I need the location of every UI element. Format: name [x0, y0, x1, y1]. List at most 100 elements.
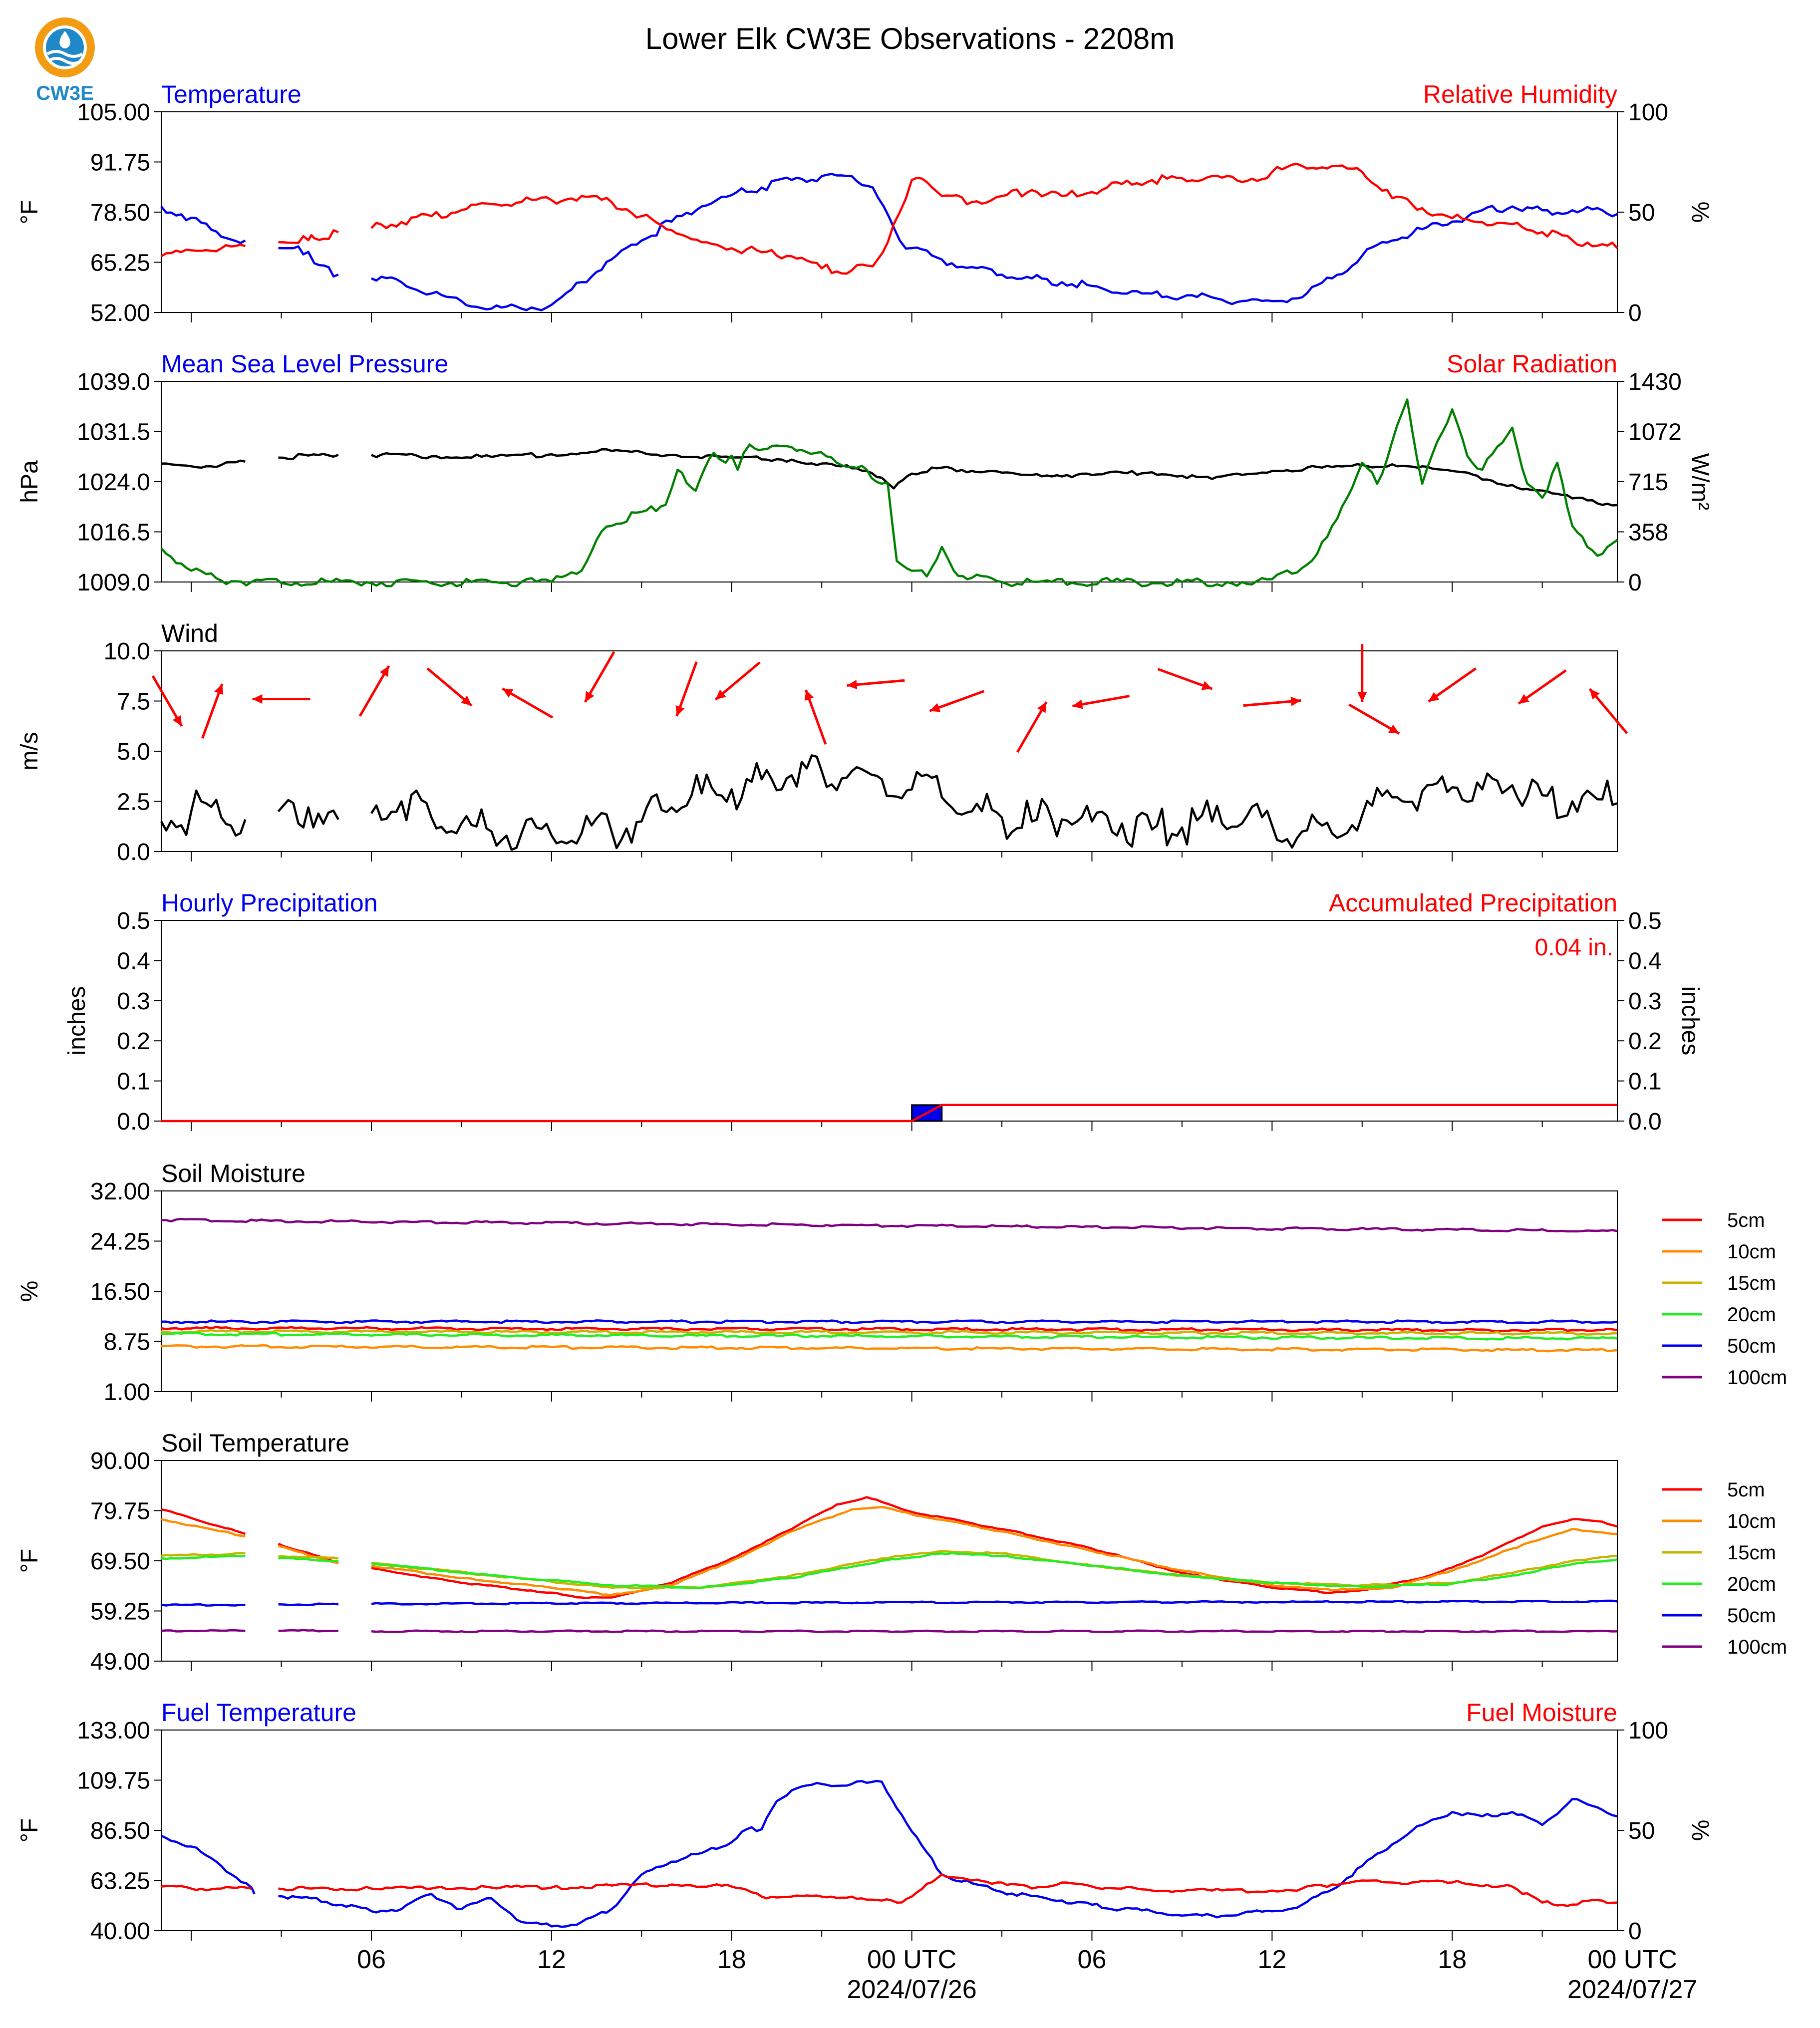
series-line-10cm: [161, 1344, 1618, 1353]
y-axis-label-left: °F: [16, 1549, 43, 1573]
wind-arrow-head: [585, 691, 595, 702]
wind-arrow-head: [1589, 689, 1600, 700]
y-axis-label-left: °F: [16, 200, 43, 225]
panel-title-right: Solar Radiation: [1447, 350, 1617, 378]
legend-label: 100cm: [1727, 1636, 1787, 1658]
y-tick-label-left: 0.2: [117, 1028, 150, 1055]
y-axis-label-right: %: [1687, 202, 1713, 223]
y-tick-label-left: 1031.5: [77, 419, 150, 446]
y-tick-label-left: 0.5: [117, 908, 150, 934]
x-date-label: 2024/07/26: [847, 1975, 976, 2004]
panel-title-left: Wind: [161, 619, 218, 647]
wind-arrow-head: [172, 715, 182, 726]
wind-arrow-head: [715, 689, 726, 700]
y-tick-label-left: 5.0: [117, 739, 150, 765]
legend-label: 10cm: [1727, 1510, 1776, 1532]
series-line-fuel-temperature: [161, 1779, 1618, 1928]
y-axis-label-left: %: [16, 1281, 43, 1302]
y-tick-label-left: 40.00: [90, 1918, 150, 1945]
y-tick-label-left: 10.0: [104, 638, 150, 665]
wind-arrow-head: [1290, 696, 1301, 706]
y-tick-label-left: 105.00: [77, 99, 150, 126]
wind-arrow-head: [929, 703, 941, 712]
panels: 105.00 91.75 78.50 65.25 52.00 100 50 0 Temperat…: [16, 80, 1787, 1945]
y-tick-label-left: 24.25: [90, 1229, 150, 1255]
figure-title: Lower Elk CW3E Observations - 2208m: [645, 22, 1175, 55]
panel-title-right: Fuel Moisture: [1466, 1699, 1617, 1727]
logo-wave-1: [46, 50, 83, 58]
y-tick-label-left: 16.50: [90, 1279, 150, 1305]
y-axis-label-left: hPa: [16, 460, 43, 503]
y-tick-label-right: 100: [1628, 1718, 1668, 1744]
series-line-20cm: [161, 1331, 1618, 1341]
y-tick-label-right: 0.0: [1628, 1109, 1662, 1135]
y-axis-label-left: inches: [64, 986, 90, 1056]
plot-frame: [161, 381, 1618, 582]
y-tick-label-left: 133.00: [77, 1718, 150, 1744]
y-tick-label-right: 715: [1628, 469, 1668, 496]
y-tick-label-right: 50: [1628, 200, 1655, 226]
legend-label: 5cm: [1727, 1209, 1765, 1231]
accumulated-label: 0.04 in.: [1535, 934, 1613, 961]
panel-mslp_solar: 1039.0 1031.5 1024.0 1016.5 1009.0 1430 1072 71…: [16, 350, 1713, 596]
panel-title-right: Relative Humidity: [1423, 80, 1617, 108]
wind-arrow-head: [379, 666, 389, 677]
y-tick-label-left: 1016.5: [77, 520, 150, 546]
panel-title-right: Accumulated Precipitation: [1329, 889, 1617, 917]
y-axis-label-left: m/s: [16, 732, 43, 770]
y-tick-label-left: 1.00: [104, 1379, 150, 1406]
series-line-5cm: [161, 1326, 1618, 1333]
panel-title-left: Soil Temperature: [161, 1429, 349, 1457]
y-tick-label-left: 1039.0: [77, 369, 150, 395]
y-tick-label-right: 50: [1628, 1818, 1655, 1844]
y-tick-label-left: 63.25: [90, 1868, 150, 1895]
y-tick-label-left: 2.5: [117, 789, 150, 816]
logo-wave-2: [47, 57, 82, 65]
panel-precip: 0.5 0.4 0.3 0.2 0.1 0.0 0.5 0.4 0.3 0.2 0.1 0.0 Hour…: [64, 889, 1703, 1135]
wind-arrow-head: [461, 695, 472, 706]
y-tick-label-right: 1430: [1628, 369, 1682, 395]
panel-fuel: 133.00 109.75 86.50 63.25 40.00 100 50 0 Fuel Te…: [16, 1699, 1713, 1945]
y-tick-label-left: 7.5: [117, 689, 150, 715]
x-tick-label: 18: [717, 1945, 746, 1974]
wind-arrow-head: [1037, 702, 1047, 713]
wind-arrow-head: [1357, 692, 1367, 702]
legend-label: 20cm: [1727, 1573, 1776, 1595]
panel-title-left: Fuel Temperature: [161, 1699, 356, 1727]
panel-title-left: Soil Moisture: [161, 1159, 305, 1187]
panel-soil_moisture: 32.00 24.25 16.50 8.75 1.00 Soil Moisture% 5cm…: [16, 1159, 1787, 1406]
series-line-5cm: [161, 1496, 1618, 1599]
series-line-100cm: [161, 1217, 1618, 1233]
series-line-solar-radiation: [160, 398, 1618, 587]
y-tick-label-right: 0: [1628, 1918, 1642, 1945]
y-axis-label-right: inches: [1677, 986, 1703, 1056]
panel-title-left: Hourly Precipitation: [161, 889, 378, 917]
wind-arrow-head: [1518, 694, 1529, 704]
y-axis-label-left: °F: [16, 1818, 43, 1843]
y-tick-label-right: 100: [1628, 99, 1668, 126]
wind-arrow-head: [1428, 692, 1440, 702]
y-tick-label-left: 109.75: [77, 1768, 150, 1794]
y-axis-label-right: W/m²: [1687, 453, 1713, 511]
series-line-100cm: [161, 1629, 1618, 1633]
wind-arrow-head: [502, 688, 514, 698]
y-tick-label-right: 0.1: [1628, 1069, 1662, 1095]
x-tick-label: 12: [537, 1945, 566, 1974]
legend-label: 15cm: [1727, 1272, 1776, 1294]
x-tick-label: 00 UTC: [1587, 1945, 1677, 1974]
y-tick-label-right: 0: [1628, 570, 1642, 596]
x-tick-label: 06: [1078, 1945, 1107, 1974]
wind-arrow-head: [1072, 699, 1083, 709]
y-tick-label-left: 91.75: [90, 150, 150, 176]
y-tick-label-left: 8.75: [104, 1329, 150, 1356]
y-tick-label-right: 358: [1628, 520, 1668, 546]
logo-drop: [59, 31, 70, 48]
y-tick-label-left: 90.00: [90, 1448, 150, 1474]
panel-title-left: Mean Sea Level Pressure: [161, 350, 448, 378]
panel-soil_temp: 90.00 79.75 69.50 59.25 49.00 Soil Temperatur…: [16, 1429, 1787, 1675]
y-tick-label-left: 69.50: [90, 1548, 150, 1575]
y-tick-label-right: 0: [1628, 300, 1642, 326]
wind-arrow-head: [214, 684, 224, 695]
